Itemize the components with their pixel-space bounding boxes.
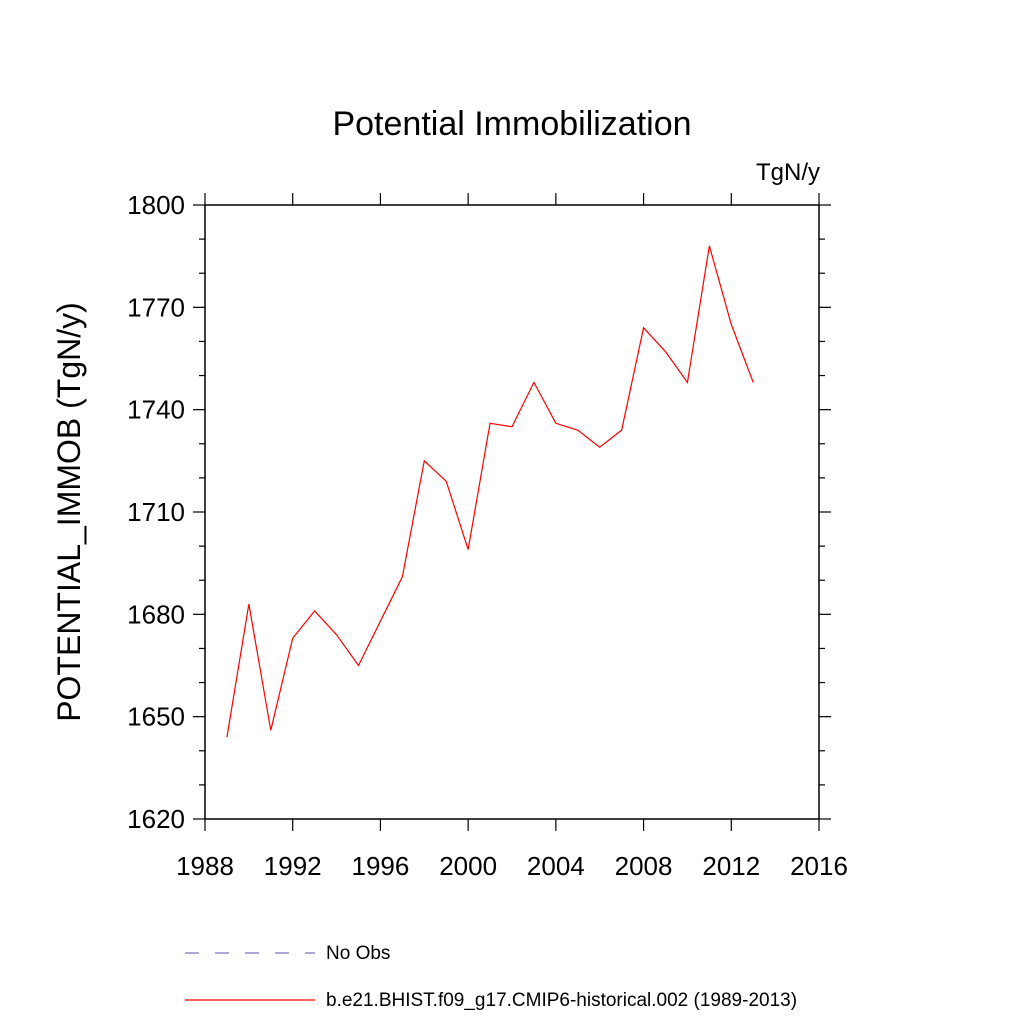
series-line [226, 245, 754, 738]
y-tick-label: 1770 [127, 292, 185, 322]
y-tick-label: 1650 [127, 702, 185, 732]
y-axis-label: POTENTIAL_IMMOB (TgN/y) [51, 302, 87, 722]
y-tick-label: 1740 [127, 395, 185, 425]
legend-label-historical: b.e21.BHIST.f09_g17.CMIP6-historical.002… [326, 990, 797, 1011]
y-tick-label: 1800 [127, 190, 185, 220]
y-tick-label: 1620 [127, 804, 185, 834]
x-tick-label: 1992 [264, 851, 322, 881]
x-tick-label: 2004 [527, 851, 585, 881]
legend-label-no-obs: No Obs [326, 943, 390, 964]
units-label: TgN/y [756, 159, 820, 186]
x-tick-label: 1988 [176, 851, 234, 881]
y-tick-label: 1710 [127, 497, 185, 527]
y-tick-label: 1680 [127, 599, 185, 629]
x-tick-label: 2000 [439, 851, 497, 881]
plot-frame [204, 204, 820, 820]
series-layer [226, 245, 754, 738]
x-tick-label: 2008 [615, 851, 673, 881]
legend: No Obs b.e21.BHIST.f09_g17.CMIP6-histori… [185, 943, 797, 1011]
x-tick-label: 1996 [352, 851, 410, 881]
y-ticks: 1620 1650 1680 1710 1740 1770 1800 [127, 190, 831, 834]
x-ticks: 1988 1992 1996 2000 2004 2008 2012 2016 [176, 193, 848, 881]
chart-title: Potential Immobilization [332, 105, 691, 143]
x-tick-label: 2012 [702, 851, 760, 881]
x-tick-label: 2016 [790, 851, 848, 881]
